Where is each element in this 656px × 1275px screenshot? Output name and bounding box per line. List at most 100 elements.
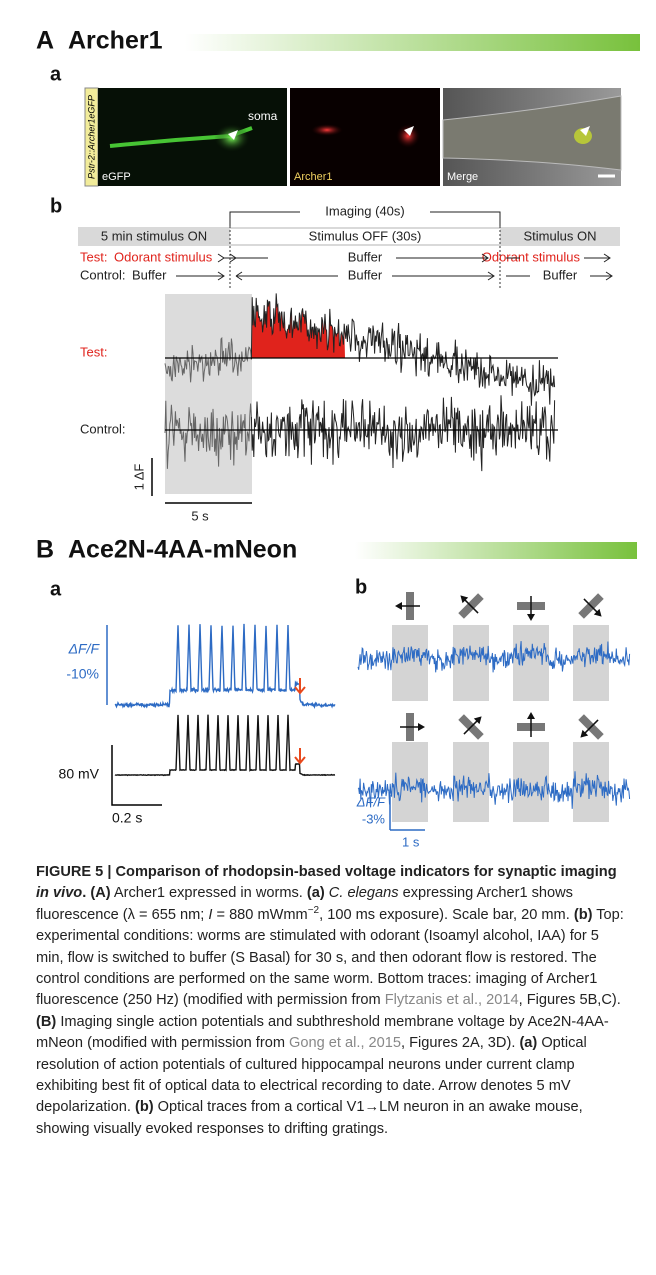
caption-text: (b) bbox=[134, 1099, 154, 1116]
caption-text: C. elegans bbox=[328, 885, 399, 902]
caption-text: = 880 mWmm bbox=[212, 906, 308, 923]
arrows bbox=[176, 253, 613, 281]
label-bg bbox=[340, 250, 390, 266]
motion-line bbox=[463, 719, 479, 735]
grating-icon bbox=[395, 592, 420, 620]
row-segment: Buffer bbox=[348, 267, 383, 282]
timeline-label: Stimulus ON bbox=[524, 228, 597, 243]
motion-arrowhead bbox=[473, 716, 482, 725]
voltage-trace bbox=[114, 714, 336, 777]
image-label: Merge bbox=[447, 171, 478, 183]
arrowhead bbox=[228, 130, 238, 140]
trace-group bbox=[357, 641, 631, 809]
arrowhead bbox=[404, 126, 414, 136]
image-side-label: Pstr-2::Archer1eGFP bbox=[86, 95, 96, 179]
image-label: Archer1 bbox=[294, 171, 333, 183]
timeline-off bbox=[230, 229, 500, 244]
axis-label: ΔF/F bbox=[68, 641, 101, 657]
grating-icon bbox=[517, 712, 545, 737]
scale-bar bbox=[111, 745, 162, 806]
scale-label: 1 ΔF bbox=[131, 464, 146, 491]
stimulus-box bbox=[513, 625, 549, 701]
caption-text: expressing Archer1 shows fluorescence (λ… bbox=[36, 885, 573, 923]
caption-text: Optical resolution of action potentials … bbox=[36, 1035, 587, 1116]
timeline-label: Stimulus OFF (30s) bbox=[309, 228, 422, 243]
timeline-label: 5 min stimulus ON bbox=[101, 228, 207, 243]
header-bar bbox=[185, 34, 640, 51]
depolarization-arrows bbox=[294, 678, 306, 765]
optical-trace bbox=[357, 771, 631, 809]
sub-letter: b bbox=[355, 576, 367, 598]
trace-label: Test: bbox=[80, 344, 107, 359]
grating-icon bbox=[400, 713, 425, 741]
imaging-label: Imaging (40s) bbox=[325, 203, 404, 218]
motion-arrowhead bbox=[395, 602, 402, 610]
caption-text: (B) bbox=[36, 1013, 57, 1030]
stimulus-boxes bbox=[392, 625, 609, 822]
citation-link[interactable]: Flytzanis et al., 2014 bbox=[384, 992, 519, 1009]
row-label: Control: bbox=[80, 267, 126, 282]
grating-icon bbox=[517, 596, 545, 621]
trace-group bbox=[164, 293, 556, 472]
scale-label: -10% bbox=[66, 666, 99, 682]
panel-title: Archer1 bbox=[68, 27, 163, 55]
scale-label: 0.2 s bbox=[112, 810, 142, 826]
citation-link[interactable]: Gong et al., 2015 bbox=[289, 1035, 402, 1052]
caption-text: (A) bbox=[90, 885, 111, 902]
stimulus-box bbox=[453, 742, 489, 822]
caption: FIGURE 5 | Comparison of rhodopsin-based… bbox=[36, 862, 624, 1140]
response-fill bbox=[252, 293, 345, 358]
caption-text: I bbox=[208, 906, 213, 923]
red-glow bbox=[311, 124, 343, 136]
header-bar bbox=[355, 542, 637, 559]
sub-letter: b bbox=[50, 195, 62, 217]
soma-label: soma bbox=[248, 109, 278, 123]
trace-group bbox=[114, 623, 336, 777]
red-glow bbox=[396, 124, 420, 148]
stimulus-box bbox=[165, 294, 252, 494]
row-segment: Buffer bbox=[543, 267, 578, 282]
motion-arrowhead bbox=[527, 712, 535, 719]
caption-text: , 100 ms exposure). Scale bar, 20 mm. bbox=[319, 906, 574, 923]
scale-label: 80 mV bbox=[59, 766, 100, 782]
caption-text: −2 bbox=[307, 904, 320, 916]
caption-text: (b) bbox=[573, 906, 593, 923]
figure: A Archer1 a Pstr-2::Archer1eGFP soma eGF… bbox=[36, 27, 640, 849]
caption-text: , Figures 5B,C). bbox=[518, 992, 621, 1009]
label-bg bbox=[300, 206, 430, 218]
caption-text: Imaging single action potentials and sub… bbox=[36, 1013, 609, 1052]
motion-arrowhead bbox=[593, 608, 602, 617]
stimulus-box bbox=[573, 742, 609, 822]
caption-text: in vivo bbox=[36, 885, 83, 902]
motion-line bbox=[583, 598, 599, 614]
sub-letter: a bbox=[50, 63, 62, 85]
grating-icon bbox=[458, 593, 484, 619]
grating-icon bbox=[578, 593, 604, 619]
grating-icon bbox=[458, 714, 484, 740]
scale-label: 5 s bbox=[191, 508, 209, 523]
control-trace bbox=[250, 395, 556, 472]
test-trace bbox=[250, 293, 556, 406]
panel-title: Ace2N-4AA-mNeon bbox=[68, 536, 297, 564]
worm bbox=[442, 95, 622, 171]
optical-trace bbox=[357, 641, 631, 673]
control-trace-pre bbox=[164, 400, 252, 469]
scale-label: 1 s bbox=[402, 834, 420, 849]
grating-icons bbox=[395, 592, 604, 741]
motion-arrowhead bbox=[580, 729, 589, 738]
motion-arrowhead bbox=[460, 595, 469, 604]
image-label: eGFP bbox=[102, 171, 131, 183]
sub-letter: a bbox=[50, 578, 62, 600]
caption-text: Top: experimental conditions: worms are … bbox=[36, 906, 624, 1009]
row-segment: Buffer bbox=[132, 267, 167, 282]
optical-trace bbox=[114, 623, 336, 710]
trace-label: Control: bbox=[80, 421, 126, 436]
axis-label: ΔF/F bbox=[356, 794, 386, 809]
row-label: Test: bbox=[80, 249, 107, 264]
caption-text: Archer1 expressed in worms. bbox=[110, 885, 307, 902]
caption-text: , Figures 2A, 3D). bbox=[401, 1035, 520, 1052]
panel-letter: B bbox=[36, 536, 54, 564]
motion-line bbox=[463, 598, 479, 614]
grating-icon bbox=[578, 714, 604, 740]
caption-text: (a) bbox=[306, 885, 329, 902]
